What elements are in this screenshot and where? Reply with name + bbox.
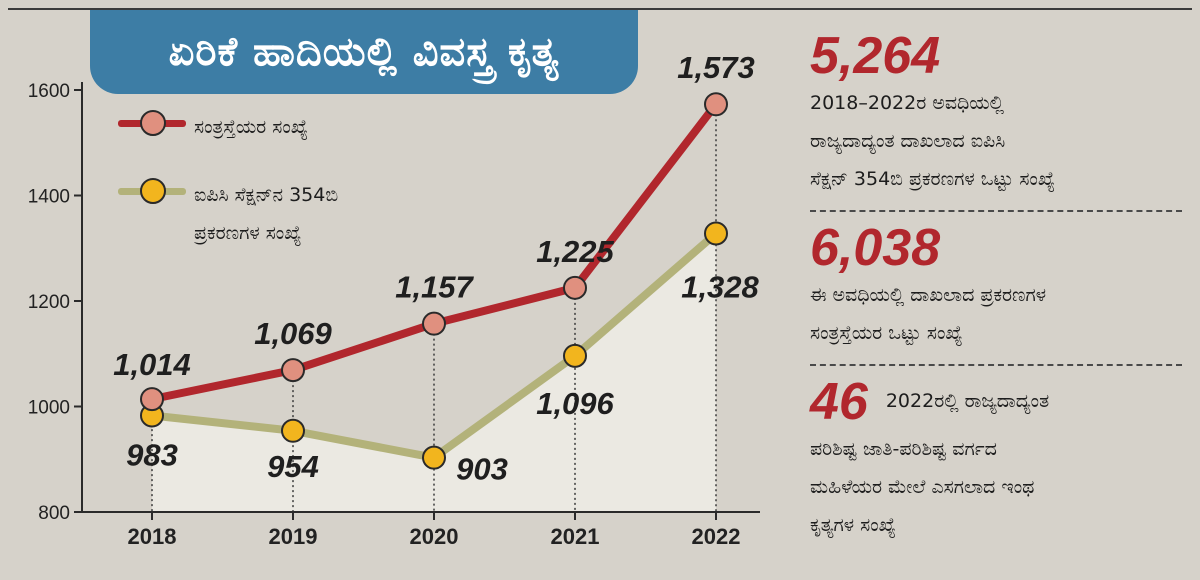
y-tick-label: 1400 <box>28 187 70 208</box>
stat-description: 2018–2022ರ ಅವಧಿಯಲ್ಲಿ ರಾಜ್ಯದಾದ್ಯಂತ ದಾಖಲಾದ… <box>810 84 1182 198</box>
stat-line: ಸೆಕ್ಷನ್ 354ಬಿ ಪ್ರಕರಣಗಳ ಒಟ್ಟು ಸಂಖ್ಯೆ <box>810 168 1056 190</box>
stat-line: ಸಂತ್ರಸ್ತೆಯರ ಒಟ್ಟು ಸಂಖ್ಯೆ <box>810 322 963 344</box>
legend-label-cases-line2: ಪ್ರಕರಣಗಳ ಸಂಖ್ಯೆ <box>194 222 302 244</box>
y-tick-label: 800 <box>38 503 70 524</box>
y-tick-label: 1600 <box>28 81 70 102</box>
data-point-cases <box>563 343 587 368</box>
data-label-victims: 1,069 <box>254 316 332 351</box>
x-tick-label: 2021 <box>551 524 600 549</box>
data-point-victims <box>704 92 728 117</box>
stat-total-cases: 5,264 2018–2022ರ ಅವಧಿಯಲ್ಲಿ ರಾಜ್ಯದಾದ್ಯಂತ … <box>810 28 1182 208</box>
data-point-victims <box>140 387 164 412</box>
data-label-victims: 1,157 <box>395 270 474 305</box>
stats-panel: 5,264 2018–2022ರ ಅವಧಿಯಲ್ಲಿ ರಾಜ್ಯದಾದ್ಯಂತ … <box>810 28 1182 554</box>
chart-legend: ಸಂತ್ರಸ್ತೆಯರ ಸಂಖ್ಯೆ ಐಪಿಸಿ ಸೆಕ್ಷನ್‌ನ 354ಬಿ… <box>118 108 438 282</box>
stat-divider <box>810 210 1182 212</box>
data-label-victims: 1,573 <box>677 50 755 85</box>
legend-item-victims: ಸಂತ್ರಸ್ತೆಯರ ಸಂಖ್ಯೆ <box>118 108 438 146</box>
stat-line: ಈ ಅವಧಿಯಲ್ಲಿ ದಾಖಲಾದ ಪ್ರಕರಣಗಳ <box>810 284 1047 306</box>
stat-number: 6,038 <box>810 219 941 277</box>
stat-number: 5,264 <box>810 27 941 85</box>
stat-divider <box>810 364 1182 366</box>
data-point-cases <box>422 445 446 470</box>
data-label-cases: 954 <box>267 449 319 484</box>
legend-swatch-victims <box>118 108 186 138</box>
data-point-victims <box>422 311 446 336</box>
y-tick-label: 1000 <box>28 398 70 419</box>
stat-line: ರಾಜ್ಯದಾದ್ಯಂತ ದಾಖಲಾದ ಐಪಿಸಿ <box>810 130 1006 152</box>
data-label-cases: 1,328 <box>681 269 759 304</box>
legend-item-cases: ಐಪಿಸಿ ಸೆಕ್ಷನ್‌ನ 354ಬಿ ಪ್ರಕರಣಗಳ ಸಂಖ್ಯೆ <box>118 176 438 252</box>
x-tick-label: 2020 <box>410 524 459 549</box>
data-label-cases: 903 <box>456 452 508 487</box>
data-point-cases <box>281 418 305 443</box>
stat-sc-st: 46 2022ರಲ್ಲಿ ರಾಜ್ಯದಾದ್ಯಂತ ಪರಿಶಿಷ್ಟ ಜಾತಿ-… <box>810 374 1182 554</box>
circle-marker-icon <box>140 178 166 204</box>
chart-frame <box>8 8 1192 574</box>
stat-line: ಪರಿಶಿಷ್ಟ ಜಾತಿ-ಪರಿಶಿಷ್ಟ ವರ್ಗದ <box>810 438 997 460</box>
legend-label-cases: ಐಪಿಸಿ ಸೆಕ್ಷನ್‌ನ 354ಬಿ ಪ್ರಕರಣಗಳ ಸಂಖ್ಯೆ <box>186 176 338 252</box>
x-tick-label: 2018 <box>128 524 177 549</box>
stat-description: ಈ ಅವಧಿಯಲ್ಲಿ ದಾಖಲಾದ ಪ್ರಕರಣಗಳ ಸಂತ್ರಸ್ತೆಯರ … <box>810 276 1182 352</box>
x-tick-label: 2019 <box>269 524 318 549</box>
stat-line: 2018–2022ರ ಅವಧಿಯಲ್ಲಿ <box>810 92 1005 114</box>
stat-line: ಕೃತ್ಯಗಳ ಸಂಖ್ಯೆ <box>810 514 896 536</box>
data-label-victims: 1,014 <box>113 347 191 382</box>
stat-description: ಪರಿಶಿಷ್ಟ ಜಾತಿ-ಪರಿಶಿಷ್ಟ ವರ್ಗದ ಮಹಿಳೆಯರ ಮೇಲ… <box>810 430 1182 544</box>
stat-total-victims: 6,038 ಈ ಅವಧಿಯಲ್ಲಿ ದಾಖಲಾದ ಪ್ರಕರಣಗಳ ಸಂತ್ರಸ… <box>810 220 1182 362</box>
stat-line: ಮಹಿಳೆಯರ ಮೇಲೆ ಎಸಗಲಾದ ಇಂಥ <box>810 476 1035 498</box>
stat-number: 46 <box>810 373 868 431</box>
y-tick-label: 1200 <box>28 292 70 313</box>
legend-label-victims: ಸಂತ್ರಸ್ತೆಯರ ಸಂಖ್ಯೆ <box>194 116 308 138</box>
data-point-victims <box>281 358 305 383</box>
chart-title: ಏರಿಕೆ ಹಾದಿಯಲ್ಲಿ ವಿವಸ್ತ್ರ ಕೃತ್ಯ <box>90 10 638 94</box>
x-tick-label: 2022 <box>692 524 741 549</box>
data-point-victims <box>563 275 587 300</box>
line-chart: 800 1000 1200 1400 1600 2018 2019 2020 2021 2022 1… <box>28 50 760 549</box>
circle-marker-icon <box>140 110 166 136</box>
legend-label-cases-line1: ಐಪಿಸಿ ಸೆಕ್ಷನ್‌ನ 354ಬಿ <box>194 184 339 206</box>
data-label-cases: 983 <box>126 437 178 472</box>
legend-swatch-cases <box>118 176 186 206</box>
data-label-cases: 1,096 <box>536 386 614 421</box>
data-point-cases <box>704 221 728 246</box>
stat-line: 2022ರಲ್ಲಿ ರಾಜ್ಯದಾದ್ಯಂತ <box>885 390 1050 412</box>
data-label-victims: 1,225 <box>536 234 614 269</box>
